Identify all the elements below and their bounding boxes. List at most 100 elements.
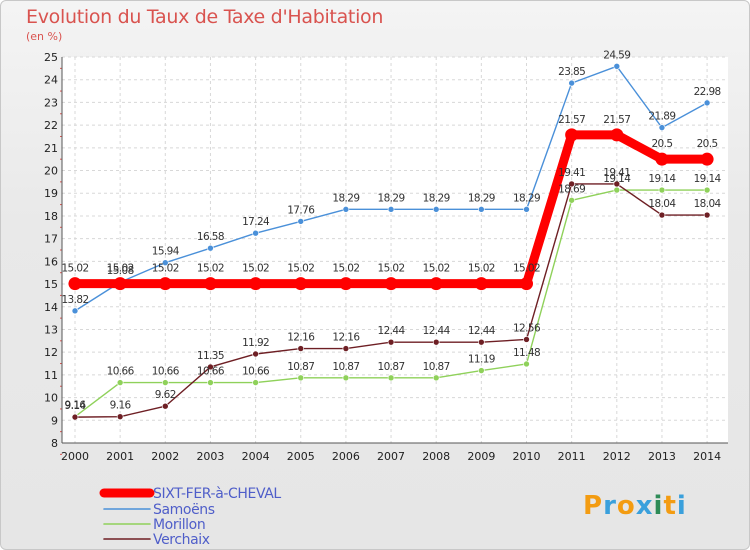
data-label: 10.66 <box>152 366 180 378</box>
data-label: 15.02 <box>468 263 495 275</box>
data-point <box>68 277 82 291</box>
y-tick-label: 15 <box>44 278 58 291</box>
data-label: 11.35 <box>197 350 224 362</box>
data-point <box>478 206 485 213</box>
data-point <box>252 229 259 237</box>
legend-label: SIXT-FER-à-CHEVAL <box>153 486 281 502</box>
data-point <box>655 152 669 166</box>
proxiti-logo: Proxiti <box>583 491 687 521</box>
data-point <box>342 206 350 213</box>
data-point <box>384 277 398 291</box>
x-tick-label: 2007 <box>377 450 405 463</box>
logo-letter: t <box>663 491 677 521</box>
data-label: 18.29 <box>332 192 359 204</box>
data-point <box>252 379 259 386</box>
data-point <box>523 336 530 343</box>
data-point <box>252 350 259 358</box>
data-label: 19.41 <box>603 167 630 179</box>
y-tick-label: 19 <box>44 187 58 200</box>
data-label: 19.14 <box>648 173 676 185</box>
data-point <box>249 277 263 291</box>
x-tick-label: 2014 <box>693 450 721 463</box>
data-label: 19.14 <box>603 173 631 185</box>
data-label: 12.16 <box>287 332 315 344</box>
y-tick-label: 18 <box>44 210 58 223</box>
data-label: 15.94 <box>152 246 180 258</box>
x-tick-label: 2000 <box>61 450 89 463</box>
data-point <box>658 124 666 131</box>
data-label: 15.02 <box>287 263 314 275</box>
data-point <box>207 363 214 371</box>
data-label: 21.57 <box>603 114 630 126</box>
data-label: 20.5 <box>697 138 718 150</box>
data-label: 15.02 <box>61 263 88 275</box>
data-point <box>207 244 214 252</box>
x-tick-label: 2010 <box>513 450 541 463</box>
data-point <box>339 277 353 291</box>
y-tick-label: 22 <box>44 119 58 132</box>
data-point <box>116 379 124 386</box>
data-point <box>203 277 217 291</box>
data-point <box>432 338 440 346</box>
data-label: 11.48 <box>513 347 540 359</box>
data-point <box>162 402 169 410</box>
y-tick-label: 23 <box>44 96 58 109</box>
data-point <box>523 360 530 368</box>
x-tick-label: 2004 <box>242 450 270 463</box>
logo-letter: r <box>603 491 617 521</box>
y-tick-label: 16 <box>44 255 58 268</box>
data-label: 9.16 <box>65 400 87 412</box>
data-point <box>429 277 443 291</box>
data-label: 18.29 <box>378 192 405 204</box>
legend-label: Verchaix <box>153 532 210 548</box>
data-point <box>113 277 127 291</box>
data-label: 15.02 <box>332 263 359 275</box>
y-tick-label: 25 <box>44 51 58 64</box>
series-layer <box>68 63 714 421</box>
data-point <box>297 374 305 382</box>
data-label: 15.02 <box>152 263 179 275</box>
data-label: 18.69 <box>558 183 585 195</box>
grid <box>62 56 728 444</box>
data-point <box>71 413 79 421</box>
data-label: 15.02 <box>513 263 540 275</box>
chart-title: Evolution du Taux de Taxe d'Habitation <box>26 6 384 28</box>
logo-letter: i <box>676 491 687 521</box>
axes: 8 9 10 11 12 13 14 15 16 17 18 19 20 21 22 23 24 25 2000 20… <box>44 51 728 463</box>
data-point <box>116 413 124 420</box>
data-label: 10.87 <box>423 361 450 373</box>
y-tick-label: 11 <box>44 369 58 382</box>
data-point <box>387 338 395 346</box>
data-point <box>703 186 711 194</box>
data-label: 17.24 <box>242 216 270 228</box>
data-labels: 13.82 15.08 15.94 16.58 17.24 17.76 18.29 18.29… <box>61 49 722 412</box>
logo-letter: x <box>635 491 654 521</box>
data-point <box>297 345 305 352</box>
data-label: 11.92 <box>242 337 269 349</box>
y-tick-label: 24 <box>44 74 58 87</box>
data-label: 18.04 <box>648 198 676 210</box>
data-label: 23.85 <box>558 66 585 78</box>
data-label: 10.66 <box>197 366 225 378</box>
y-tick-label: 13 <box>44 323 58 336</box>
data-label: 12.56 <box>513 322 541 334</box>
data-point <box>162 379 169 386</box>
x-tick-label: 2012 <box>603 450 631 463</box>
data-label: 15.02 <box>423 263 450 275</box>
data-label: 9.16 <box>110 400 132 412</box>
logo-letter: o <box>616 491 636 521</box>
y-tick-label: 17 <box>44 233 58 246</box>
logo-letter: P <box>583 491 604 521</box>
data-point <box>703 211 711 219</box>
data-point <box>474 277 488 291</box>
data-point <box>71 307 79 315</box>
data-point <box>432 374 440 382</box>
data-label: 16.58 <box>197 231 224 243</box>
data-label: 20.5 <box>651 138 672 150</box>
data-label: 21.57 <box>558 114 585 126</box>
data-point <box>158 277 172 291</box>
data-label: 13.82 <box>61 294 88 306</box>
data-point <box>294 277 308 291</box>
data-label: 11.19 <box>468 354 495 366</box>
